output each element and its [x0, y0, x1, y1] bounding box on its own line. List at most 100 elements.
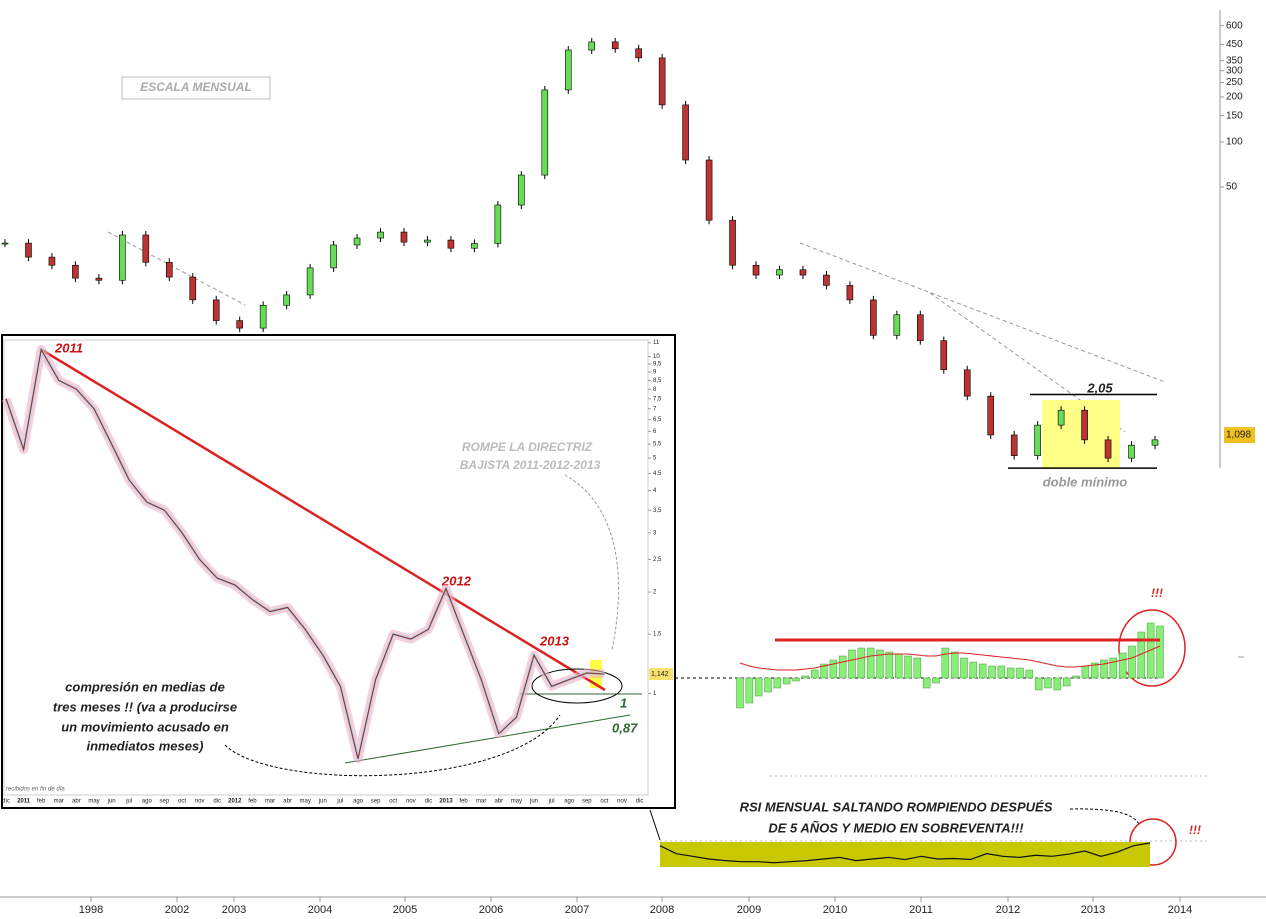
- y-tick-label: 6,5: [653, 417, 662, 423]
- bar: [810, 669, 819, 679]
- peak-label: 2013: [539, 633, 570, 648]
- bar: [1006, 667, 1015, 679]
- x-tick-label: 2006: [479, 904, 503, 916]
- x-tick-label: feb: [459, 799, 468, 805]
- arrow: [564, 474, 620, 651]
- bar: [997, 665, 1006, 679]
- bar: [876, 649, 884, 679]
- compression-note: un movimiento acusado en: [61, 719, 229, 734]
- bar: [1081, 665, 1090, 679]
- x-tick-label: 2009: [737, 904, 761, 916]
- bar: [1156, 625, 1164, 679]
- y-tick-label: 100: [1226, 137, 1243, 148]
- x-tick-label: 2011: [17, 799, 31, 805]
- x-tick-label: sep: [371, 799, 381, 805]
- candle: [353, 237, 361, 246]
- x-tick-label: ago: [564, 799, 575, 805]
- x-tick-label: abr: [72, 799, 81, 805]
- x-tick-label: mar: [54, 799, 64, 805]
- peak-label: 2011: [54, 340, 83, 355]
- highlight-circle: [1118, 609, 1186, 687]
- candle: [1104, 439, 1112, 459]
- candle: [729, 219, 736, 266]
- bar: [848, 649, 856, 679]
- x-tick-label: dic: [425, 799, 433, 805]
- x-tick-label: ago: [142, 799, 153, 805]
- inset-chart: 2011 2012 2013 ROMPE LA DIRECTRIZ BAJIST…: [1, 334, 676, 809]
- compression-note: inmediatos meses): [86, 738, 203, 753]
- y-tick-label: 2: [653, 590, 657, 596]
- x-tick-label: jul: [336, 799, 343, 805]
- bar: [736, 677, 744, 709]
- candle: [119, 234, 126, 281]
- bar: [1034, 677, 1043, 691]
- candle: [1151, 439, 1159, 446]
- candle: [142, 234, 150, 263]
- scale-label: ESCALA MENSUAL: [140, 80, 252, 94]
- x-tick-label: 2014: [1168, 904, 1192, 916]
- y-tick-label: 7,5: [653, 396, 662, 402]
- x-tick-label: nov: [406, 799, 416, 805]
- compression-note: tres meses !! (va a producirse: [53, 699, 237, 714]
- x-tick-label: 2003: [222, 904, 246, 916]
- candle: [799, 269, 807, 276]
- candle: [893, 314, 901, 336]
- arrow: [224, 714, 561, 777]
- candle: [1081, 409, 1088, 441]
- break-note: BAJISTA 2011-2012-2013: [460, 458, 601, 472]
- candle: [1057, 409, 1065, 426]
- x-tick-label: jul: [548, 799, 555, 805]
- support-label: 0,87: [612, 720, 638, 735]
- y-tick-label: 8: [653, 387, 657, 393]
- candle: [447, 239, 455, 249]
- candle: [987, 395, 995, 436]
- y-tick-label: 200: [1226, 92, 1243, 103]
- y-tick-label: 9: [653, 370, 657, 376]
- bar: [1025, 669, 1034, 679]
- x-tick-label: 2013: [439, 799, 453, 805]
- rsi-note: DE 5 AÑOS Y MEDIO EN SOBREVENTA!!!: [768, 820, 1024, 835]
- y-tick-label: 3,5: [653, 508, 662, 514]
- bar: [1053, 677, 1062, 691]
- histogram-panel: !!!: [675, 586, 1244, 777]
- x-tick-label: dic: [2, 799, 10, 805]
- bar: [1100, 659, 1108, 679]
- trendline: [41, 348, 606, 692]
- candle: [846, 285, 854, 301]
- bar: [1118, 652, 1127, 679]
- support-label: 1: [620, 695, 627, 710]
- x-tick-label: 2007: [565, 904, 589, 916]
- x-tick-label: ago: [353, 799, 364, 805]
- candle: [189, 276, 197, 301]
- y-tick-label: 5,5: [653, 442, 662, 448]
- high-label: 2,05: [1086, 380, 1113, 395]
- rsi-band: [660, 842, 1150, 867]
- bar: [1016, 667, 1024, 679]
- bar: [764, 677, 772, 693]
- main-chart: ESCALA MENSUAL 2,05 doble mínimo 6004503…: [0, 10, 1266, 916]
- x-tick-label: may: [300, 799, 311, 805]
- last-price-box: [1224, 427, 1255, 444]
- bar: [1062, 677, 1071, 687]
- bar: [1090, 662, 1099, 679]
- x-tick-label: abr: [283, 799, 292, 805]
- arrow: [1069, 808, 1141, 827]
- y-tick-label: 300: [1226, 65, 1243, 76]
- x-tick-label: mar: [265, 799, 275, 805]
- bar: [754, 677, 763, 697]
- x-tick-label: 2005: [393, 904, 417, 916]
- low-label: doble mínimo: [1043, 474, 1128, 489]
- candle: [564, 49, 572, 91]
- last-price-label: 1,098: [1226, 430, 1251, 441]
- y-tick-label: 9,5: [653, 362, 662, 368]
- candle: [752, 264, 760, 276]
- candle: [635, 48, 642, 59]
- candle: [940, 340, 948, 371]
- y-tick-label: 350: [1226, 55, 1243, 66]
- connector: [649, 809, 661, 841]
- bar: [978, 663, 987, 679]
- bar: [1128, 645, 1136, 679]
- candle: [1, 242, 9, 245]
- x-tick-label: jun: [529, 799, 538, 805]
